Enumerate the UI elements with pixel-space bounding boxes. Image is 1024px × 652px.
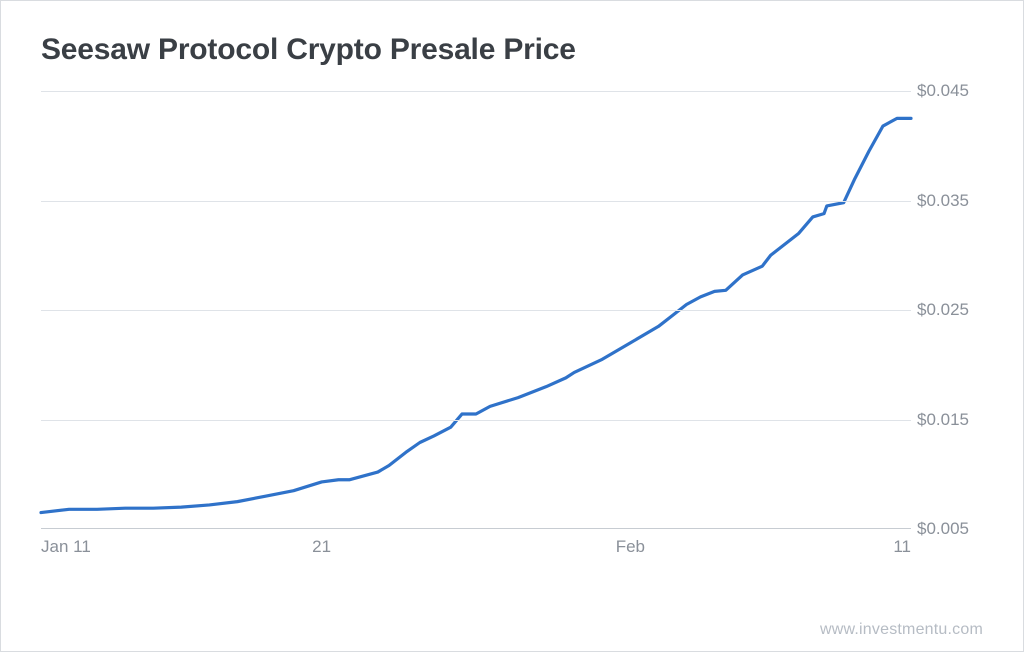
x-tick-label: 11	[893, 537, 911, 557]
watermark: www.investmentu.com	[820, 621, 983, 639]
y-tick-label: $0.035	[917, 191, 983, 211]
x-tick-label: 21	[312, 537, 331, 557]
x-tick-label: Feb	[616, 537, 645, 557]
y-tick-label: $0.015	[917, 410, 983, 430]
gridline	[41, 420, 911, 421]
y-tick-label: $0.005	[917, 519, 983, 539]
price-line-path	[41, 118, 911, 512]
chart-container: Seesaw Protocol Crypto Presale Price $0.…	[0, 0, 1024, 652]
x-tick-label: Jan 11	[41, 537, 91, 557]
x-axis-baseline	[41, 528, 911, 529]
y-tick-label: $0.045	[917, 81, 983, 101]
plot-wrap: $0.005$0.015$0.025$0.035$0.045Jan 1121Fe…	[41, 91, 983, 571]
plot-area	[41, 91, 911, 529]
gridline	[41, 310, 911, 311]
y-tick-label: $0.025	[917, 300, 983, 320]
gridline	[41, 91, 911, 92]
chart-title: Seesaw Protocol Crypto Presale Price	[41, 33, 983, 67]
gridline	[41, 201, 911, 202]
